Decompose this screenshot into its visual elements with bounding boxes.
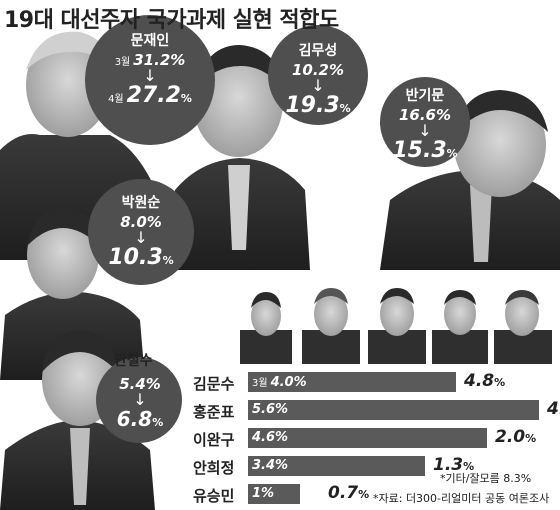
bar-row-name: 유승민	[193, 487, 235, 505]
percent-sign: %	[494, 376, 506, 389]
bubble-text-moon-jaein: 문재인 3월 31.2% ↓ 4월 27.2%	[90, 30, 210, 108]
bar-new-value: 4.0%	[547, 399, 560, 419]
percent-sign: %	[152, 416, 164, 429]
bubble-old-value: 31.2	[133, 51, 171, 69]
bar-new-text: 0.7	[328, 483, 359, 503]
percent-sign: %	[145, 375, 161, 393]
bar-old-value	[248, 456, 425, 476]
bubble-text-kim-museong: 김무성 10.2% ↓ 19.3%	[270, 40, 366, 118]
bar-old-text: 4.6%	[252, 430, 289, 445]
bar-old-label: 3월 4.0%	[252, 374, 307, 390]
bubble-new-value: 6.8	[116, 407, 153, 431]
bar-new-text: 4.8	[464, 371, 495, 391]
bar-new-value: 0.7%	[328, 483, 369, 503]
percent-sign: %	[339, 102, 351, 115]
bubble-text-park-wonsoon: 박원순 8.0% ↓ 10.3%	[96, 192, 186, 270]
bar-row-name: 홍준표	[193, 403, 235, 421]
bubble-moon-jaein	[85, 15, 215, 145]
bar-new-text: 4.0	[547, 399, 560, 419]
bubble-park-wonsoon	[88, 179, 194, 285]
bar-old-text: 4.0%	[270, 375, 307, 390]
down-arrow-icon: ↓	[143, 66, 157, 85]
portrait-lee-wangu	[368, 288, 426, 364]
bubble-name: 김무성	[298, 43, 338, 59]
bubble-new-value: 10.3	[108, 245, 163, 270]
bar-old-value	[248, 484, 300, 504]
percent-sign: %	[525, 432, 537, 445]
percent-sign: %	[180, 92, 192, 105]
bar-old-value	[248, 428, 487, 448]
bubble-old-value: 5.4	[119, 375, 146, 393]
bar-old-text: 1%	[252, 486, 275, 501]
bar-old-label: 4.6%	[252, 430, 288, 445]
percent-sign: %	[463, 460, 475, 473]
portrait-hong-junpyo	[302, 288, 360, 364]
percent-sign: %	[446, 147, 458, 160]
bar-new-value: 4.8%	[464, 371, 505, 391]
bubble-old-value: 16.6	[398, 106, 436, 124]
bubble-old-value: 10.2	[291, 61, 329, 79]
bar-old-text: 5.6%	[252, 402, 289, 417]
bubble-new-value: 27.2	[126, 83, 181, 108]
photo-ban-kimoon	[380, 90, 560, 270]
bubble-name: 박원순	[121, 195, 161, 211]
down-arrow-icon: ↓	[133, 390, 147, 409]
period-label-old: 3월	[114, 57, 131, 68]
bar-row-name: 안희정	[193, 459, 235, 477]
note-other: *기타/잘모름 8.3%	[440, 472, 532, 485]
bar-old-value	[248, 372, 456, 392]
bubble-name: 안철수	[114, 353, 153, 369]
bubble-name: 문재인	[130, 33, 170, 49]
bubble-ahn-cheolsoo	[96, 357, 182, 443]
small-portraits	[240, 288, 552, 364]
bubble-new-value: 15.3	[392, 138, 447, 163]
bar-old-label: 5.6%	[252, 402, 288, 417]
portrait-kim-moonsoo	[240, 292, 292, 364]
down-arrow-icon: ↓	[418, 121, 432, 140]
percent-sign: %	[435, 106, 452, 124]
chart-title: 19대 대선주자 국가과제 실현 적합도	[4, 8, 339, 33]
bubble-kim-museong	[268, 25, 368, 125]
bar-new-value: 2.0%	[495, 427, 536, 447]
percent-sign: %	[170, 51, 186, 69]
bubble-name: 반기문	[405, 88, 445, 104]
percent-sign: %	[358, 488, 370, 501]
portrait-ahn-heejung	[432, 290, 488, 364]
bar-new-text: 1.3	[433, 455, 464, 475]
period-label-old: 3월	[252, 378, 268, 389]
bar-new-value: 1.3%	[433, 455, 474, 475]
bar-old-label: 1%	[252, 486, 274, 501]
bar-old-text: 3.4%	[252, 458, 289, 473]
bar-row-name: 김문수	[193, 375, 235, 393]
period-label-new: 4월	[108, 94, 124, 105]
bubble-text-ban-kimoon: 반기문 16.6% ↓ 15.3%	[383, 85, 467, 163]
down-arrow-icon: ↓	[134, 228, 148, 247]
down-arrow-icon: ↓	[311, 76, 325, 95]
bar-row-name: 이완구	[193, 431, 235, 449]
photo-kim-museong	[170, 45, 310, 270]
bubble-old-value: 8.0	[120, 213, 147, 231]
percent-sign: %	[162, 254, 174, 267]
note-source: *자료: 더300-리얼미터 공동 여론조사	[373, 492, 550, 505]
bar-old-label: 3.4%	[252, 458, 288, 473]
portrait-yoo-seungmin	[494, 290, 552, 364]
percent-sign: %	[146, 213, 162, 231]
bar-new-text: 2.0	[495, 427, 526, 447]
bubble-new-value: 19.3	[285, 93, 340, 118]
bubble-text-ahn-cheolsoo: 안철수 5.4% ↓ 6.8%	[100, 350, 180, 431]
bar-old-value	[248, 400, 539, 420]
bubble-ban-kimoon	[380, 77, 470, 167]
percent-sign: %	[328, 61, 345, 79]
